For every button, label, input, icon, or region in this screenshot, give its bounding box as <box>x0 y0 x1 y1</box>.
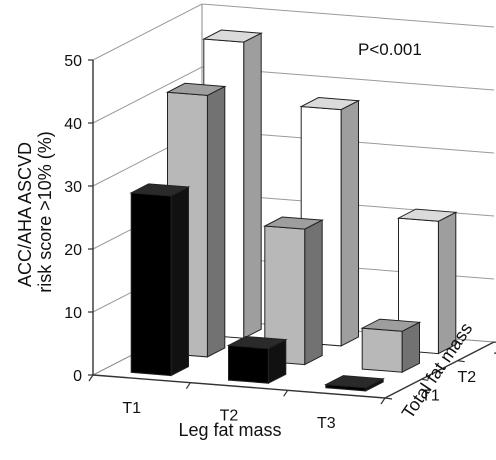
x-category-label: T1 <box>122 400 141 417</box>
bar-side-face <box>170 186 189 377</box>
bar-t2-t3 <box>360 318 422 374</box>
bar-front-face <box>130 192 172 377</box>
bar-side-face <box>243 32 262 340</box>
x-axis-title: Leg fat mass <box>178 420 281 440</box>
bar-t3-t2 <box>299 96 361 347</box>
bar-t1-t1 <box>129 183 191 377</box>
x-category-label: T2 <box>220 408 239 425</box>
gridline <box>92 3 495 61</box>
bar-t2-t2 <box>263 216 324 366</box>
bar-top-face <box>263 216 324 230</box>
y-tick-label: 50 <box>64 53 82 70</box>
bar-top-face <box>299 96 361 111</box>
y-tick-labels: 0 10 20 30 40 50 <box>64 53 82 385</box>
depth-category-label: T1 <box>421 388 440 405</box>
bar-top-face <box>324 375 386 389</box>
y-tick-label: 30 <box>64 179 82 196</box>
bar-layer <box>129 29 458 392</box>
depth-axis-line <box>384 341 495 399</box>
bar-front-face <box>228 344 269 384</box>
depth-tick-mark <box>384 397 393 400</box>
x-category-label: T3 <box>317 415 336 432</box>
depth-category-label: T3 <box>494 350 496 367</box>
x-tick-mark <box>380 397 386 405</box>
bar-side-face <box>340 99 359 347</box>
x-tick-mark <box>185 382 191 389</box>
bar-top-face <box>226 335 288 350</box>
depth-tick-mark <box>493 341 496 343</box>
chart-floor <box>88 59 496 405</box>
gridline <box>92 129 495 187</box>
p-value-annotation: P<0.001 <box>358 40 422 59</box>
y-axis-title: ACC/AHA ASCVD risk score >10% (%) <box>15 131 55 293</box>
bar-top-face <box>165 82 227 96</box>
y-tick-label: 20 <box>64 242 82 259</box>
depth-tick-mark <box>421 378 429 381</box>
bar-side-face <box>206 85 226 358</box>
depth-tick-mark <box>457 360 465 363</box>
bar-top-face <box>129 183 191 197</box>
y-tick-label: 0 <box>73 368 82 385</box>
depth-category-label: T2 <box>458 369 477 386</box>
x-tick-mark <box>88 374 94 382</box>
bar-top-face <box>202 29 264 43</box>
category-labels: T1 T2 T3 T1 T2 T3 <box>122 350 496 432</box>
y-axis-title-line-1: ACC/AHA ASCVD <box>15 142 35 287</box>
bar-side-face <box>304 219 323 366</box>
y-tick-label: 10 <box>64 305 82 322</box>
y-tick-label: 40 <box>64 116 82 133</box>
bar-t1-t2 <box>226 335 288 385</box>
gridline <box>92 66 495 124</box>
bar-t1-t3 <box>324 375 386 392</box>
x-tick-mark <box>283 390 289 397</box>
bar-t3-t3 <box>396 208 458 355</box>
bar-top-face <box>360 318 422 332</box>
x-axis-line <box>92 374 386 399</box>
bar-front-face <box>361 327 403 373</box>
bar-top-face <box>396 208 458 222</box>
y-axis-title-line-2: risk score >10% (%) <box>35 131 55 293</box>
